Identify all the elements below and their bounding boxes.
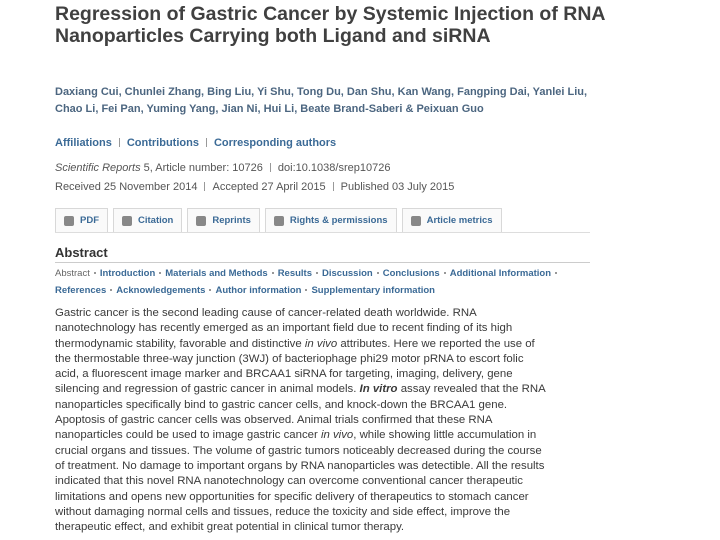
- nav-link[interactable]: Discussion: [322, 268, 373, 279]
- tab[interactable]: Rights & permissions: [264, 208, 397, 232]
- abstract-line: nanoparticles specifically bind to gastr…: [55, 398, 546, 413]
- separator: [159, 272, 162, 274]
- nav-link[interactable]: Conclusions: [382, 268, 440, 279]
- text-run: therapeutic effect, and exhibit great po…: [55, 521, 405, 534]
- text-run: silencing and regression of gastric canc…: [55, 383, 360, 396]
- abstract-line: nanoparticles could be used to image gas…: [55, 428, 546, 443]
- tab-icon: [196, 215, 207, 226]
- abstract-line: of treatment. No damage to important org…: [55, 459, 546, 474]
- tab-label: Reprints: [212, 215, 251, 226]
- separator: [443, 272, 446, 274]
- tab-icon: [273, 215, 284, 226]
- tab[interactable]: Reprints: [187, 208, 260, 232]
- nav-link[interactable]: Additional Information: [449, 268, 552, 279]
- nav-link[interactable]: Supplementary information: [311, 284, 435, 296]
- nav-link[interactable]: Abstract: [55, 268, 90, 279]
- article-title: Regression of Gastric Cancer by Systemic…: [55, 3, 605, 47]
- date: Accepted 27 April 2015: [212, 181, 326, 193]
- tab-icon: [410, 215, 421, 226]
- separator: [204, 182, 206, 191]
- text-run: Apoptosis of gastric cancer cells was ob…: [55, 414, 493, 427]
- author-links: Affiliations Contributions Corresponding a…: [55, 137, 336, 149]
- separator: [110, 288, 113, 291]
- doi: doi:10.1038/srep10726: [277, 162, 391, 174]
- text-run: the thermostable three-way junction (3WJ…: [55, 352, 524, 365]
- text-run: limitations and opens new opportunities …: [55, 490, 529, 503]
- separator: [376, 272, 379, 274]
- tab-rule: [55, 232, 590, 233]
- abstract-line: Gastric cancer is the second leading cau…: [55, 306, 546, 321]
- abstract-line: nanotechnology has recently emerged as a…: [55, 321, 546, 336]
- authors: Daxiang Cui, Chunlei Zhang, Bing Liu, Yi…: [55, 86, 588, 115]
- abstract-text: Gastric cancer is the second leading cau…: [55, 306, 546, 535]
- tab-icon: [64, 215, 74, 226]
- text-run: assay revealed that the RNA: [397, 383, 546, 396]
- emphasis-run: in vivo: [304, 337, 338, 350]
- tab[interactable]: Citation: [113, 208, 183, 232]
- text-run: , while showing little accumulation in: [353, 429, 537, 442]
- abstract-line: silencing and regression of gastric canc…: [55, 382, 546, 397]
- separator: [118, 138, 120, 147]
- text-run: thermodynamic stability, favorable and d…: [55, 337, 305, 350]
- nav-link[interactable]: Acknowledgements: [116, 284, 206, 296]
- separator: [332, 182, 334, 191]
- abstract-line: Apoptosis of gastric cancer cells was ob…: [55, 413, 546, 428]
- text-run: without damaging normal cells and tissue…: [55, 505, 511, 518]
- separator: [209, 288, 212, 291]
- tab-label: Article metrics: [426, 215, 493, 226]
- text-run: indicated that this novel RNA nanotechno…: [55, 475, 523, 488]
- tab-icon: [122, 215, 132, 226]
- text-run: Gastric cancer is the second leading cau…: [55, 307, 477, 319]
- journal-name: Scientific Reports: [55, 162, 141, 174]
- nav-link[interactable]: References: [55, 284, 107, 296]
- text-run: crucial organs and tissues. The volume o…: [55, 444, 542, 457]
- abstract-line: the thermostable three-way junction (3WJ…: [55, 352, 546, 367]
- abstract-line: crucial organs and tissues. The volume o…: [55, 444, 546, 459]
- tab-label: Rights & permissions: [289, 215, 388, 226]
- text-run: nanoparticles could be used to image gas…: [55, 429, 321, 442]
- nav-link[interactable]: Author information: [215, 284, 302, 296]
- separator: [205, 138, 207, 147]
- tab[interactable]: PDF: [55, 208, 108, 232]
- abstract-line: therapeutic effect, and exhibit great po…: [55, 520, 546, 535]
- dates: Received 25 November 2014 Accepted 27 Apr…: [55, 181, 454, 193]
- separator: [555, 272, 558, 274]
- tab-label: PDF: [80, 215, 99, 226]
- emphasis-run: in vivo: [320, 429, 354, 442]
- text-run: attributes. Here we reported the use of: [337, 337, 535, 350]
- emphasis-run: In vitro: [359, 383, 398, 396]
- abstract-line: indicated that this novel RNA nanotechno…: [55, 474, 546, 489]
- date: Published 03 July 2015: [340, 181, 455, 193]
- date: Received 25 November 2014: [55, 181, 198, 193]
- tab-label: Citation: [138, 215, 174, 226]
- text-run: nanotechnology has recently emerged as a…: [55, 322, 513, 335]
- author-link[interactable]: Contributions: [126, 137, 199, 149]
- text-run: acid, a fluorescent image marker and BRC…: [55, 368, 513, 381]
- tab[interactable]: Article metrics: [401, 208, 502, 232]
- abstract-line: without damaging normal cells and tissue…: [55, 505, 546, 520]
- nav-link[interactable]: Introduction: [99, 268, 156, 279]
- separator: [93, 272, 96, 274]
- abstract-line: limitations and opens new opportunities …: [55, 490, 546, 505]
- section-nav: Abstract Introduction Materials and Method…: [55, 266, 565, 299]
- separator: [271, 272, 274, 274]
- text-run: nanoparticles specifically bind to gastr…: [55, 398, 508, 411]
- author-link[interactable]: Affiliations: [55, 137, 112, 149]
- journal-info: Scientific Reports 5, Article number: 10…: [55, 162, 390, 174]
- tabs: PDF Citation Reprints Rights & permissions A…: [55, 208, 502, 232]
- nav-link[interactable]: Results: [277, 268, 313, 279]
- text-run: of treatment. No damage to important org…: [55, 459, 545, 472]
- abstract-line: acid, a fluorescent image marker and BRC…: [55, 367, 546, 382]
- author-link[interactable]: Corresponding authors: [213, 137, 337, 149]
- abstract-rule: [55, 262, 590, 263]
- separator: [305, 288, 308, 291]
- separator: [316, 272, 319, 274]
- abstract-line: thermodynamic stability, favorable and d…: [55, 337, 546, 352]
- abstract-heading: Abstract: [55, 245, 108, 260]
- citation: 5, Article number: 10726: [143, 162, 263, 174]
- nav-link[interactable]: Materials and Methods: [165, 268, 268, 279]
